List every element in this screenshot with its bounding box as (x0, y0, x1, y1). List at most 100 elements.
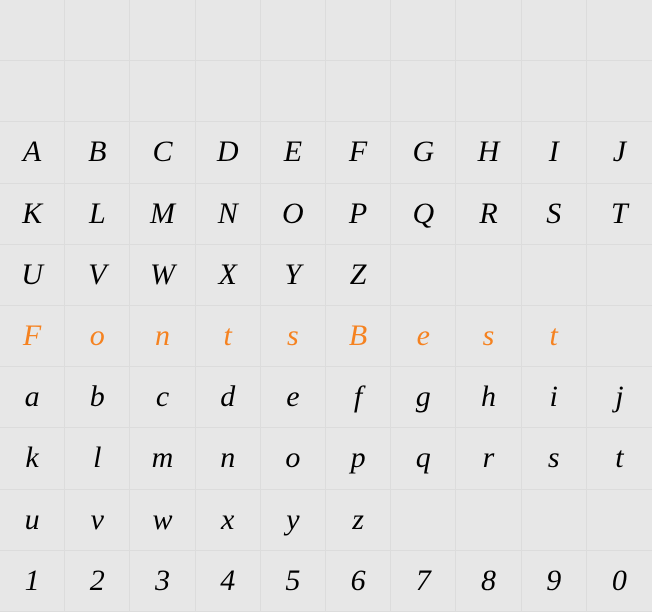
glyph-cell: 5 (261, 551, 326, 612)
glyph-cell (587, 490, 652, 551)
glyph-cell (0, 0, 65, 61)
glyph-cell: a (0, 367, 65, 428)
glyph-cell: U (0, 245, 65, 306)
glyph-cell (130, 0, 195, 61)
glyph-cell: s (522, 428, 587, 489)
glyph-cell: Q (391, 184, 456, 245)
glyph-cell: P (326, 184, 391, 245)
glyph-cell: 7 (391, 551, 456, 612)
glyph-cell: N (196, 184, 261, 245)
glyph-cell (456, 0, 521, 61)
glyph-cell: F (326, 122, 391, 183)
glyph-cell (65, 0, 130, 61)
glyph-cell: s (261, 306, 326, 367)
glyph-cell (456, 61, 521, 122)
glyph-cell (522, 490, 587, 551)
glyph-cell (587, 245, 652, 306)
glyph-cell (587, 306, 652, 367)
glyph-cell: V (65, 245, 130, 306)
glyph-cell: o (261, 428, 326, 489)
glyph-cell (261, 0, 326, 61)
glyph-cell: 9 (522, 551, 587, 612)
glyph-cell: 2 (65, 551, 130, 612)
glyph-cell: X (196, 245, 261, 306)
glyph-cell (391, 245, 456, 306)
glyph-cell: t (196, 306, 261, 367)
glyph-cell: c (130, 367, 195, 428)
glyph-cell (456, 490, 521, 551)
glyph-cell: 6 (326, 551, 391, 612)
glyph-cell: Y (261, 245, 326, 306)
glyph-cell: S (522, 184, 587, 245)
glyph-cell: B (65, 122, 130, 183)
glyph-cell: E (261, 122, 326, 183)
glyph-cell: k (0, 428, 65, 489)
glyph-cell: x (196, 490, 261, 551)
glyph-cell (130, 61, 195, 122)
glyph-cell: h (456, 367, 521, 428)
glyph-cell: H (456, 122, 521, 183)
glyph-cell: J (587, 122, 652, 183)
glyph-grid: ABCDEFGHIJKLMNOPQRSTUVWXYZFontsBestabcde… (0, 0, 652, 612)
glyph-cell: r (456, 428, 521, 489)
glyph-cell: F (0, 306, 65, 367)
glyph-cell: 4 (196, 551, 261, 612)
glyph-cell: g (391, 367, 456, 428)
glyph-cell: u (0, 490, 65, 551)
glyph-cell: w (130, 490, 195, 551)
glyph-cell: j (587, 367, 652, 428)
glyph-cell: 1 (0, 551, 65, 612)
glyph-cell (522, 245, 587, 306)
glyph-cell: W (130, 245, 195, 306)
glyph-cell (326, 61, 391, 122)
glyph-cell: v (65, 490, 130, 551)
glyph-cell: y (261, 490, 326, 551)
glyph-cell (522, 61, 587, 122)
glyph-cell: C (130, 122, 195, 183)
glyph-cell: n (130, 306, 195, 367)
glyph-cell: q (391, 428, 456, 489)
glyph-cell (391, 490, 456, 551)
glyph-cell (196, 0, 261, 61)
glyph-cell (391, 0, 456, 61)
glyph-cell: f (326, 367, 391, 428)
glyph-cell: R (456, 184, 521, 245)
glyph-cell: M (130, 184, 195, 245)
glyph-cell (326, 0, 391, 61)
glyph-cell: m (130, 428, 195, 489)
glyph-cell: n (196, 428, 261, 489)
glyph-cell: o (65, 306, 130, 367)
glyph-cell: 8 (456, 551, 521, 612)
glyph-cell: L (65, 184, 130, 245)
glyph-cell: p (326, 428, 391, 489)
glyph-cell (522, 0, 587, 61)
glyph-cell (587, 61, 652, 122)
glyph-cell: z (326, 490, 391, 551)
glyph-cell: T (587, 184, 652, 245)
glyph-cell: Z (326, 245, 391, 306)
glyph-cell: B (326, 306, 391, 367)
glyph-cell (65, 61, 130, 122)
glyph-cell (0, 61, 65, 122)
glyph-cell: t (587, 428, 652, 489)
glyph-cell (391, 61, 456, 122)
glyph-cell: G (391, 122, 456, 183)
glyph-cell: O (261, 184, 326, 245)
glyph-cell: K (0, 184, 65, 245)
glyph-cell: A (0, 122, 65, 183)
glyph-cell: i (522, 367, 587, 428)
glyph-cell: D (196, 122, 261, 183)
glyph-cell (456, 245, 521, 306)
glyph-cell: d (196, 367, 261, 428)
glyph-cell: 3 (130, 551, 195, 612)
glyph-cell (196, 61, 261, 122)
glyph-cell: I (522, 122, 587, 183)
glyph-cell: e (261, 367, 326, 428)
glyph-cell: l (65, 428, 130, 489)
glyph-cell: b (65, 367, 130, 428)
glyph-cell: 0 (587, 551, 652, 612)
glyph-cell: e (391, 306, 456, 367)
glyph-cell: t (522, 306, 587, 367)
glyph-cell: s (456, 306, 521, 367)
glyph-cell (587, 0, 652, 61)
